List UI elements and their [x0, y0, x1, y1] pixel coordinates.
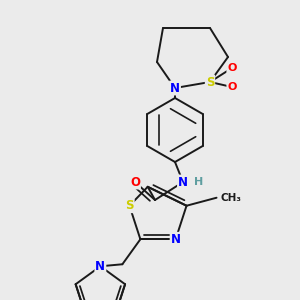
- Text: O: O: [227, 63, 237, 73]
- Text: N: N: [178, 176, 188, 188]
- Text: S: S: [125, 199, 134, 212]
- Text: O: O: [130, 176, 140, 188]
- Text: CH₃: CH₃: [220, 193, 242, 203]
- Text: O: O: [227, 82, 237, 92]
- Text: N: N: [171, 233, 181, 246]
- Text: S: S: [206, 76, 214, 88]
- Text: H: H: [194, 177, 203, 187]
- Text: N: N: [170, 82, 180, 94]
- Text: N: N: [95, 260, 105, 273]
